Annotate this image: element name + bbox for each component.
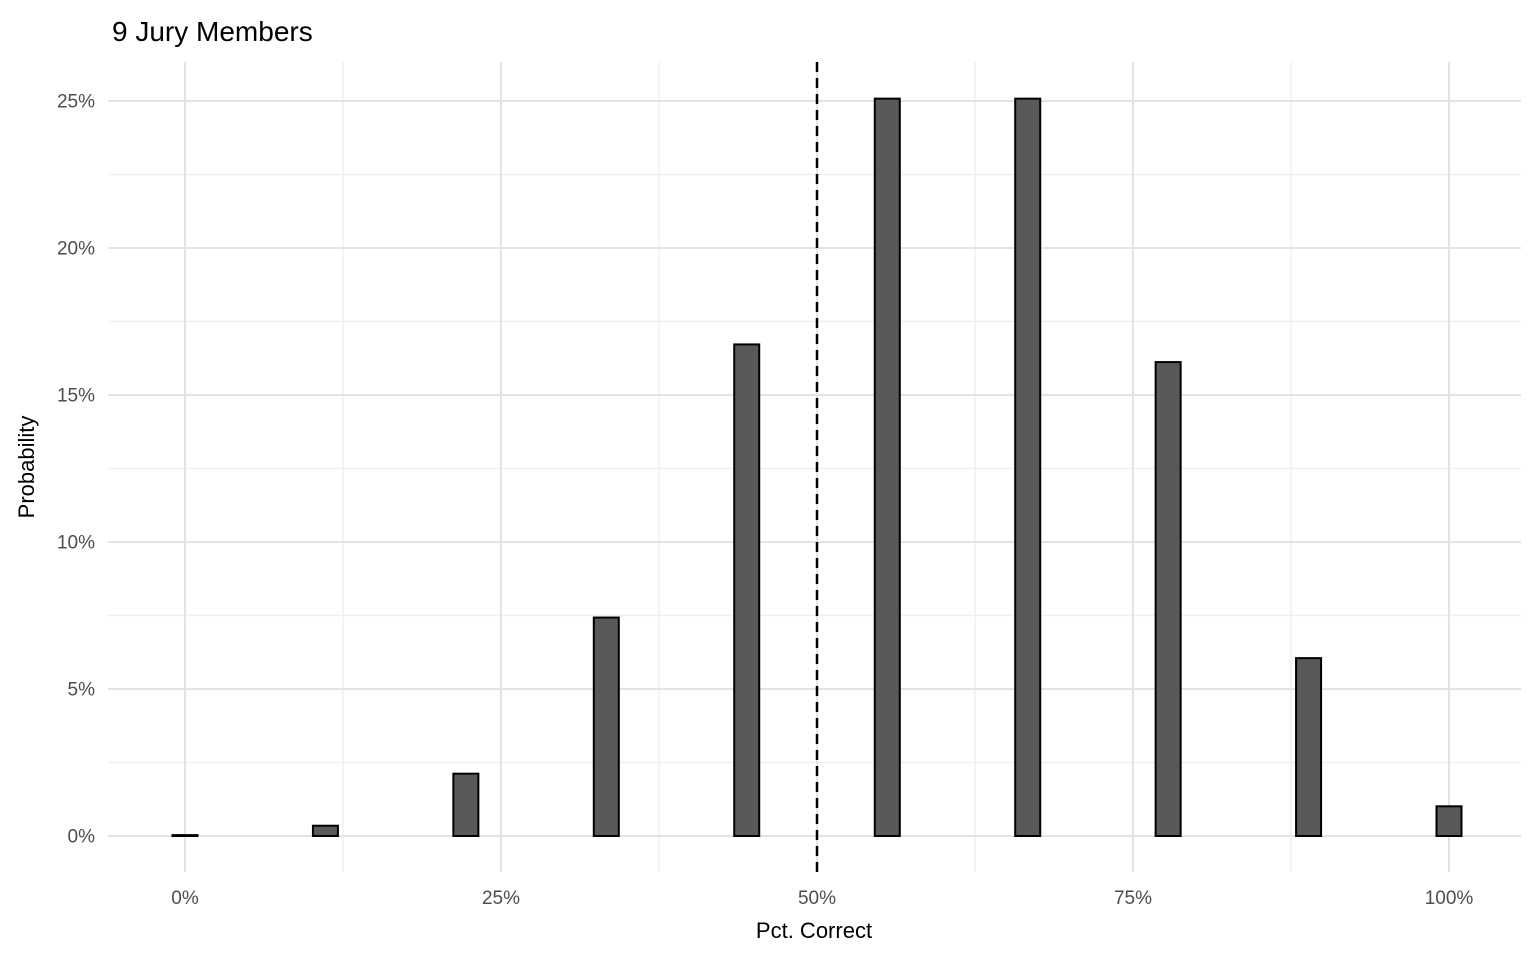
x-axis-tick-labels: 0% 25% 50% 75% 100%: [171, 888, 1473, 909]
x-tick-label: 0%: [171, 888, 199, 909]
probability-bar: [311, 824, 339, 838]
y-tick-label: 15%: [57, 386, 95, 407]
probability-bar: [452, 772, 480, 837]
x-tick-label: 75%: [1114, 888, 1152, 909]
y-tick-label: 20%: [57, 239, 95, 260]
probability-bar: [733, 343, 761, 837]
probability-bar: [1014, 97, 1042, 837]
y-tick-label: 0%: [68, 827, 96, 848]
x-tick-label: 50%: [798, 888, 836, 909]
y-axis-title: Probability: [14, 416, 39, 519]
y-tick-label: 5%: [68, 680, 96, 701]
x-tick-label: 25%: [482, 888, 520, 909]
probability-bar: [1154, 361, 1182, 837]
y-axis-tick-labels: 0% 5% 10% 15% 20% 25%: [57, 92, 95, 848]
probability-bar: [873, 97, 901, 837]
probability-bar: [171, 834, 199, 838]
probability-bar: [592, 616, 620, 837]
x-axis-title: Pct. Correct: [756, 918, 872, 943]
y-tick-label: 10%: [57, 533, 95, 554]
probability-bar: [1435, 805, 1463, 838]
minor-gridlines: [108, 62, 1521, 872]
bars: [171, 97, 1463, 838]
y-tick-label: 25%: [57, 92, 95, 113]
x-tick-label: 100%: [1425, 888, 1474, 909]
chart-title: 9 Jury Members: [112, 16, 313, 47]
probability-bar: [1295, 657, 1323, 837]
